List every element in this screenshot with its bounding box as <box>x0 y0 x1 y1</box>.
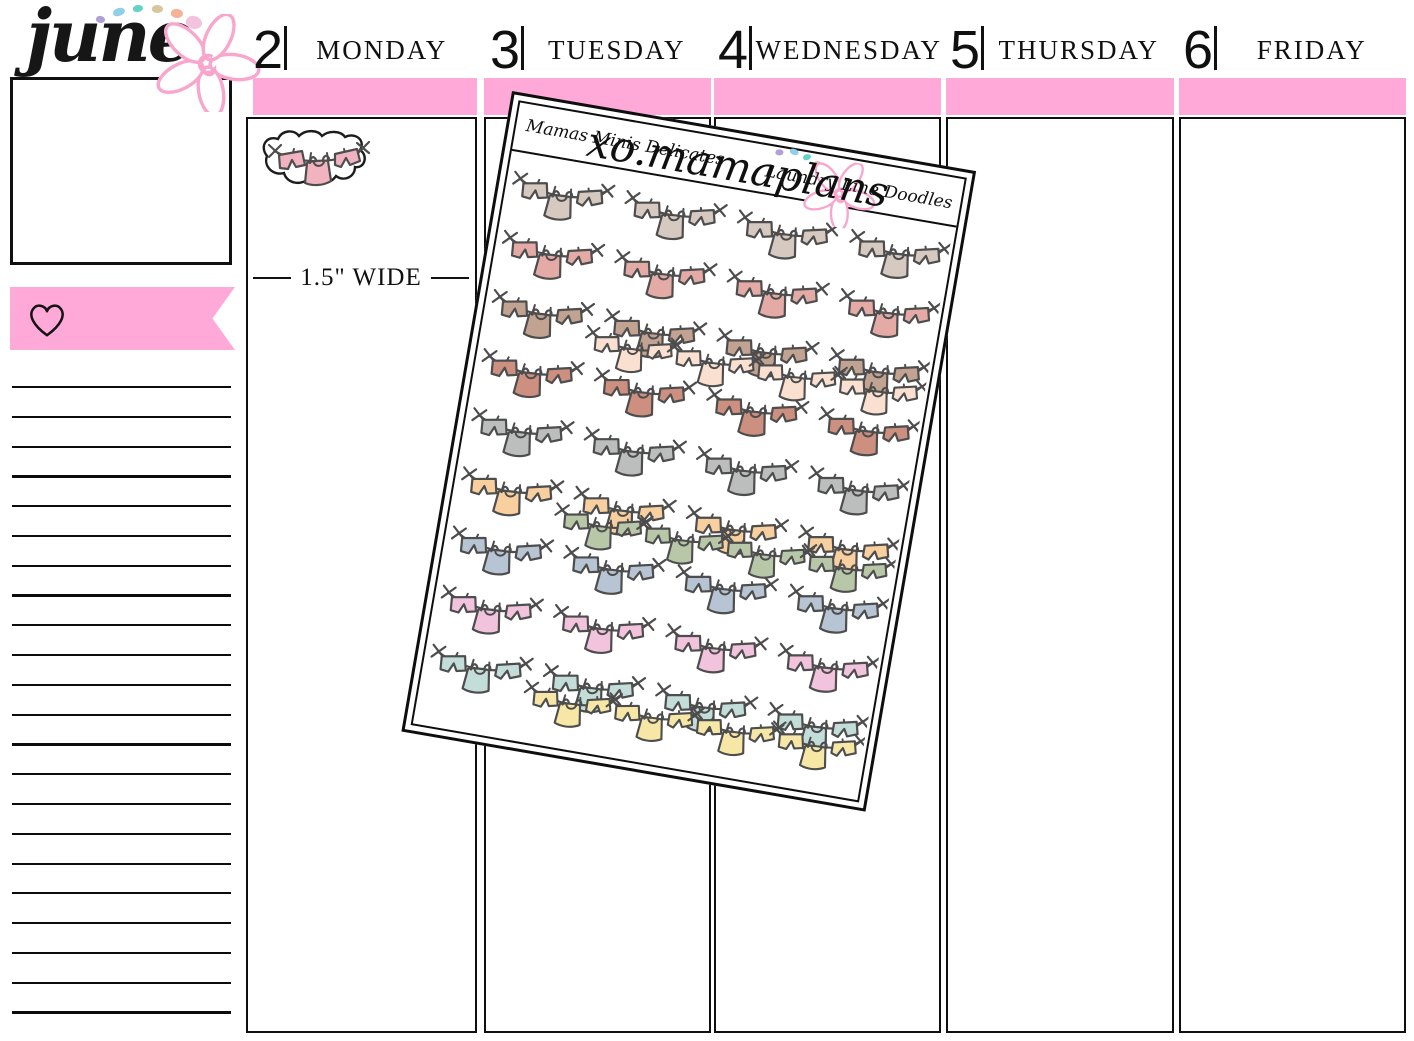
ruled-line <box>12 594 231 597</box>
day-divider <box>749 26 752 70</box>
clothesline-sticker <box>618 181 730 252</box>
day-name: WEDNESDAY <box>755 34 943 65</box>
ruled-line <box>12 981 231 984</box>
ruled-line <box>12 862 231 865</box>
ruled-line <box>12 415 231 418</box>
clothesline-sticker <box>690 437 802 508</box>
clothesline-sticker <box>465 398 577 469</box>
dash-line <box>253 276 292 280</box>
clothesline-sticker <box>445 516 557 587</box>
day-header-wednesday: 4 WEDNESDAY <box>718 19 940 80</box>
clothesline-sticker <box>577 417 689 488</box>
day-header-friday: 6 FRIDAY <box>1183 22 1403 78</box>
day-header-monday: 2 MONDAY <box>253 22 473 78</box>
day-number: 5 <box>950 19 980 80</box>
day-accent-bar <box>946 78 1174 115</box>
confetti-dot <box>133 5 143 12</box>
flower-doodle-icon <box>150 14 262 112</box>
size-note: 1.5" WIDE <box>253 264 469 292</box>
day-accent-bar <box>253 78 477 115</box>
ruled-line <box>12 624 231 627</box>
die-cut-clothesline-sticker <box>262 129 371 187</box>
day-column-friday <box>1179 117 1406 1033</box>
day-name: MONDAY <box>316 34 448 65</box>
clothesline-sticker <box>802 456 914 527</box>
ruled-line <box>12 445 231 448</box>
day-number: 4 <box>718 19 748 80</box>
day-divider <box>521 26 524 70</box>
ruled-line <box>12 1011 231 1014</box>
ruled-line <box>12 683 231 686</box>
ruled-line <box>12 802 231 806</box>
sticker-grid <box>416 151 953 796</box>
dash-line <box>430 276 469 280</box>
ruled-line <box>12 743 231 746</box>
day-number: 3 <box>490 19 520 80</box>
day-number: 2 <box>253 19 283 80</box>
day-divider <box>1214 26 1217 70</box>
day-accent-bar <box>1179 78 1406 115</box>
ruled-line <box>12 713 231 716</box>
ruled-line <box>12 922 231 925</box>
clothesline-sticker <box>496 221 608 292</box>
day-accent-bar <box>714 78 941 115</box>
day-divider <box>981 26 984 70</box>
ruled-lines <box>12 386 231 1041</box>
day-column-thursday <box>946 117 1174 1033</box>
clothesline-sticker <box>424 635 536 706</box>
ruled-line <box>12 505 231 508</box>
ruled-line <box>12 654 231 657</box>
size-note-text: 1.5" WIDE <box>300 264 422 291</box>
clothesline-sticker <box>475 339 587 410</box>
month-notes-box <box>10 77 232 265</box>
day-name: THURSDAY <box>998 34 1160 65</box>
day-header-thursday: 5 THURSDAY <box>950 22 1170 78</box>
ruled-line <box>12 475 231 478</box>
day-name: FRIDAY <box>1256 34 1367 65</box>
ruled-line <box>12 564 231 567</box>
sticker-sheet-inner-border: Mamas Minis Delicates xo.mamaplans Laund… <box>410 100 967 803</box>
heart-icon <box>24 296 70 340</box>
clothesline-sticker <box>833 279 945 350</box>
clothesline-sticker <box>771 634 883 705</box>
clothesline-sticker <box>659 614 771 685</box>
ruled-line <box>12 832 231 835</box>
day-header-tuesday: 3 TUESDAY <box>490 22 706 78</box>
ruled-line <box>12 773 231 776</box>
clothesline-sticker <box>608 240 720 311</box>
ruled-line <box>12 892 231 895</box>
ruled-line <box>12 951 231 955</box>
ruled-line <box>12 386 231 389</box>
ruled-line <box>12 534 231 538</box>
day-name: TUESDAY <box>548 34 686 65</box>
day-number: 6 <box>1183 19 1213 80</box>
clothesline-sticker <box>547 595 659 666</box>
clothesline-sticker <box>434 575 546 646</box>
clothesline-sticker <box>485 280 597 351</box>
heart-flag-banner <box>10 287 235 350</box>
clothesline-sticker <box>455 457 567 528</box>
clothesline-sticker <box>720 259 832 330</box>
clothesline-sticker <box>506 162 618 233</box>
day-divider <box>284 26 287 70</box>
